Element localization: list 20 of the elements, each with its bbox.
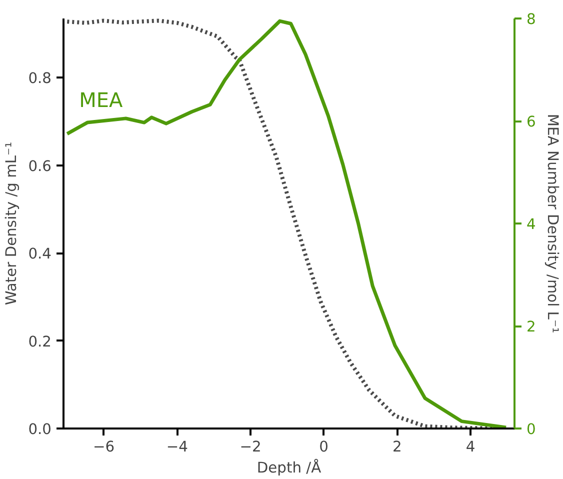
x-tick-label: −2	[240, 438, 262, 456]
y2-tick-label: 0	[526, 421, 536, 438]
y2-axis-title: MEA Number Density /mol L⁻¹	[544, 114, 561, 334]
y2-tick-label: 2	[526, 318, 536, 336]
x-axis-title: Depth /Å	[256, 458, 322, 476]
y-tick-label: 0.2	[28, 333, 52, 350]
x-tick-label: 2	[392, 438, 402, 456]
y-axis-title: Water Density /g mL⁻¹	[3, 142, 20, 306]
y-tick-label: 0.0	[28, 421, 52, 438]
y2-tick-label: 8	[526, 11, 536, 28]
x-tick-label: −4	[166, 438, 188, 456]
x-tick-label: 4	[466, 438, 476, 456]
y2-tick-label: 4	[526, 216, 536, 233]
y-tick-label: 0.4	[28, 246, 52, 263]
y-tick-label: 0.6	[28, 158, 52, 175]
x-tick-label: −6	[93, 438, 115, 456]
x-tick-label: 0	[319, 438, 328, 456]
y2-tick-label: 6	[526, 114, 536, 130]
series-label: MEA	[79, 88, 124, 112]
y-tick-label: 0.8	[28, 70, 52, 88]
